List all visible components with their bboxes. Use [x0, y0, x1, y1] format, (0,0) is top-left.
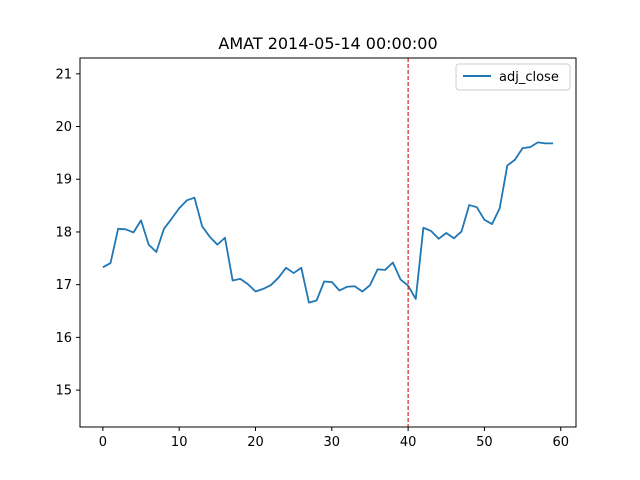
x-tick-label: 40 — [400, 435, 417, 450]
y-tick-label: 17 — [55, 278, 72, 293]
x-tick-label: 0 — [99, 435, 107, 450]
y-tick-label: 16 — [55, 331, 72, 346]
y-tick-label: 19 — [55, 173, 72, 188]
legend-label-adj-close: adj_close — [499, 70, 559, 85]
legend-box — [455, 63, 571, 91]
chart-title: AMAT 2014-05-14 00:00:00 — [218, 34, 437, 53]
series-line-adj-close — [102, 141, 554, 304]
y-tick-label: 20 — [55, 120, 72, 135]
x-axis: 0 10 20 30 40 50 60 — [99, 427, 569, 450]
x-tick-label: 10 — [171, 435, 188, 450]
x-tick-label: 30 — [324, 435, 341, 450]
y-axis: 15 16 17 18 19 20 21 — [55, 67, 80, 399]
legend: adj_close — [455, 63, 571, 91]
x-tick-label: 60 — [552, 435, 569, 450]
y-tick-label: 15 — [55, 384, 72, 399]
x-tick-label: 50 — [476, 435, 493, 450]
y-tick-label: 18 — [55, 225, 72, 240]
plot-area — [102, 58, 554, 427]
axes-frame — [79, 57, 577, 428]
y-tick-label: 21 — [55, 67, 72, 82]
x-tick-label: 20 — [247, 435, 264, 450]
